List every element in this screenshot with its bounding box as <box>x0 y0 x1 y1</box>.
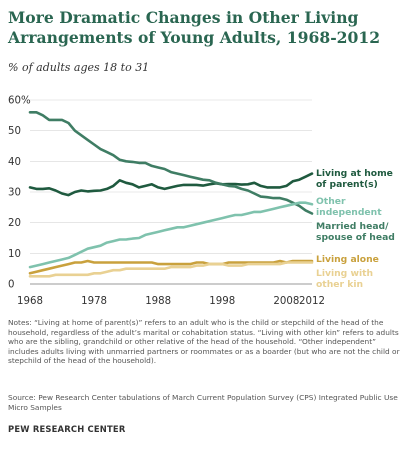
y-tick-label: 0 <box>8 280 14 291</box>
y-axis-tick-labels: 0 10 20 30 40 50 60% <box>8 96 31 291</box>
series-lines <box>28 111 314 278</box>
x-tick-label: 1998 <box>209 296 235 307</box>
chart-notes: Notes: “Living at home of parent(s)” ref… <box>8 318 400 366</box>
y-tick-label: 20 <box>8 218 21 229</box>
series-label-2-line-2: independent <box>316 207 382 218</box>
series-line-1 <box>28 111 314 215</box>
series-line-3 <box>28 259 314 275</box>
chart-subtitle: % of adults ages 18 to 31 <box>8 61 150 74</box>
y-tick-label: 30 <box>8 188 21 199</box>
series-line-2 <box>28 201 314 269</box>
x-tick-label: 1968 <box>17 296 43 307</box>
y-tick-label: 50 <box>8 126 21 137</box>
x-tick-label: 1988 <box>145 296 171 307</box>
chart-title-line-1: More Dramatic Changes in Other Living <box>8 8 359 27</box>
series-label-3-line-1: Living alone <box>316 254 379 265</box>
chart-title-line-2: Arrangements of Young Adults, 1968-2012 <box>8 28 381 47</box>
series-label-1-line-2: spouse of head <box>316 232 395 243</box>
chart-title: More Dramatic Changes in Other Living Ar… <box>8 8 404 48</box>
series-label-2-line-1: Other <box>316 196 346 207</box>
series-line-4 <box>28 261 314 278</box>
series-label-0-line-2: of parent(s) <box>316 179 378 190</box>
pew-research-center-credit: PEW RESEARCH CENTER <box>8 424 126 434</box>
series-label-1-line-1: Married head/ <box>316 221 389 232</box>
x-tick-label: 1978 <box>81 296 107 307</box>
series-label-4-line-1: Living with <box>316 268 373 279</box>
y-tick-label: 10 <box>8 249 21 260</box>
x-axis-tick-labels: 1968 1978 1988 1998 2008 2012 <box>17 296 325 307</box>
series-label-0-line-1: Living at home <box>316 168 393 179</box>
x-tick-label: 2008 <box>273 296 299 307</box>
series-line-0 <box>28 172 314 197</box>
series-label-4-line-2: other kin <box>316 279 363 290</box>
chart-source: Source: Pew Research Center tabulations … <box>8 393 398 412</box>
x-tick-label: 2012 <box>299 296 325 307</box>
y-tick-label: 40 <box>8 157 21 168</box>
y-tick-label: 60% <box>8 96 31 107</box>
